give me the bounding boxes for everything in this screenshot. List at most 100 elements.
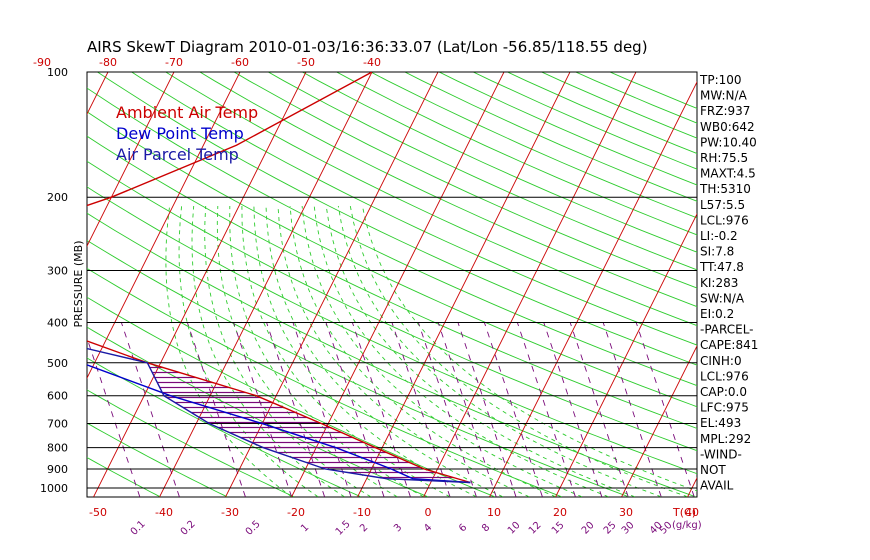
stability-index: L57:5.5	[700, 198, 745, 212]
mixing-ratio-label: 12	[527, 520, 544, 537]
pressure-tick-label: 600	[47, 390, 68, 403]
pressure-tick-label: 100	[47, 66, 68, 79]
mixing-ratio-label: 15	[550, 520, 567, 537]
pressure-tick-label: 800	[47, 442, 68, 455]
stability-index: -PARCEL-	[700, 323, 754, 337]
stability-index: KI:283	[700, 276, 738, 290]
profile-dew-point-temp	[87, 364, 471, 484]
mixing-ratio-line	[120, 322, 180, 497]
dry-adiabat	[301, 72, 697, 253]
dry-adiabat	[87, 160, 697, 452]
stability-index: AVAIL	[700, 479, 734, 493]
stability-index: EI:0.2	[700, 307, 734, 321]
bottom-tick-label: -10	[353, 506, 371, 519]
mixing-ratio-label: 10	[506, 520, 523, 537]
moist-adiabat	[337, 205, 662, 497]
mixing-ratio-label: 20	[580, 520, 597, 537]
isotherm-line	[87, 72, 175, 248]
stability-index: TP:100	[699, 73, 742, 87]
isotherm-line	[87, 72, 241, 380]
stability-index: LCL:976	[700, 369, 749, 383]
top-tick-label: -60	[231, 56, 249, 69]
mixing-ratio-label: 6	[457, 522, 469, 534]
stability-index: SW:N/A	[700, 291, 745, 305]
dry-adiabat	[87, 239, 629, 497]
mixing-ratio-label: 4	[422, 522, 434, 534]
stability-index: NOT	[700, 463, 726, 477]
isotherm-line	[357, 72, 571, 497]
moist-adiabat	[165, 205, 292, 497]
cape-shaded-area	[147, 362, 471, 483]
stability-index: WB0:642	[700, 120, 755, 134]
dry-adiabat	[87, 87, 697, 387]
mixing-ratio-label: 0.2	[179, 519, 198, 538]
dry-adiabat	[164, 72, 697, 327]
top-tick-label: -80	[99, 56, 117, 69]
bottom-tick-label: -50	[89, 506, 107, 519]
moist-adiabat	[325, 205, 635, 497]
stability-index: SI:7.8	[700, 245, 734, 259]
dry-adiabat	[199, 72, 697, 308]
mixing-units-label: (g/kg)	[672, 520, 702, 531]
mixing-ratio-label: 2	[358, 522, 370, 534]
isotherm-line	[0, 53, 52, 497]
bottom-tick-label: 30	[619, 506, 633, 519]
mixing-ratio-label: 25	[602, 520, 619, 537]
dry-adiabat	[87, 186, 697, 475]
dry-adiabat	[87, 267, 562, 497]
profile-air-parcel-temp	[87, 347, 471, 484]
pressure-tick-label: 400	[47, 316, 68, 329]
isotherm-line	[93, 72, 307, 497]
pressure-tick-label: 900	[47, 463, 68, 476]
dry-adiabat	[87, 296, 495, 497]
bottom-tick-label: -20	[287, 506, 305, 519]
legend-entry: Ambient Air Temp	[116, 103, 258, 122]
top-tick-label: -70	[165, 56, 183, 69]
bottom-tick-label: 20	[553, 506, 567, 519]
dry-adiabat	[267, 72, 697, 271]
stability-index: FRZ:937	[700, 104, 750, 118]
dry-adiabat	[403, 72, 697, 202]
stability-index: MAXT:4.5	[700, 167, 756, 181]
dry-adiabat	[87, 422, 228, 497]
moist-adiabats	[165, 205, 697, 497]
isotherm-line	[423, 72, 637, 497]
dry-adiabat	[87, 357, 362, 497]
mixing-ratio-line	[543, 322, 603, 497]
bottom-tick-label: 10	[487, 506, 501, 519]
pressure-tick-label: 700	[47, 418, 68, 431]
isotherm-line	[820, 53, 870, 497]
isotherm-line	[754, 53, 870, 497]
dry-adiabat	[335, 72, 697, 236]
top-temperature-ticks: -120-110-100-90-80-70-60-50-40	[33, 56, 381, 69]
isotherm-line	[159, 72, 373, 497]
stability-index: MW:N/A	[700, 89, 748, 103]
pressure-tick-label: 200	[47, 191, 68, 204]
pressure-tick-label: 300	[47, 264, 68, 277]
mixing-ratio-label: 3	[392, 522, 404, 534]
dry-adiabats	[87, 72, 697, 497]
moist-adiabat	[265, 205, 503, 497]
moist-adiabat	[277, 205, 530, 497]
bottom-tick-label: -40	[155, 506, 173, 519]
dry-adiabat	[87, 212, 696, 497]
dry-adiabat	[87, 457, 161, 497]
dry-adiabat	[87, 135, 697, 429]
isotherm-line	[621, 344, 697, 497]
stability-index: LCL:976	[700, 213, 749, 227]
mixing-ratio-label: 8	[480, 522, 492, 534]
stability-index: MPL:292	[700, 432, 751, 446]
stability-index: CINH:0	[700, 354, 742, 368]
plot-area	[0, 53, 870, 498]
stability-index: RH:75.5	[700, 151, 748, 165]
top-tick-label: -50	[297, 56, 315, 69]
isotherms	[0, 53, 870, 497]
bottom-tick-label: -30	[221, 506, 239, 519]
top-tick-label: -90	[33, 56, 51, 69]
stability-index: EL:493	[700, 416, 741, 430]
stability-index: PW:10.40	[700, 135, 757, 149]
mixing-ratio-label: 1.5	[334, 519, 353, 538]
mixing-ratio-label: 0.1	[129, 519, 148, 538]
